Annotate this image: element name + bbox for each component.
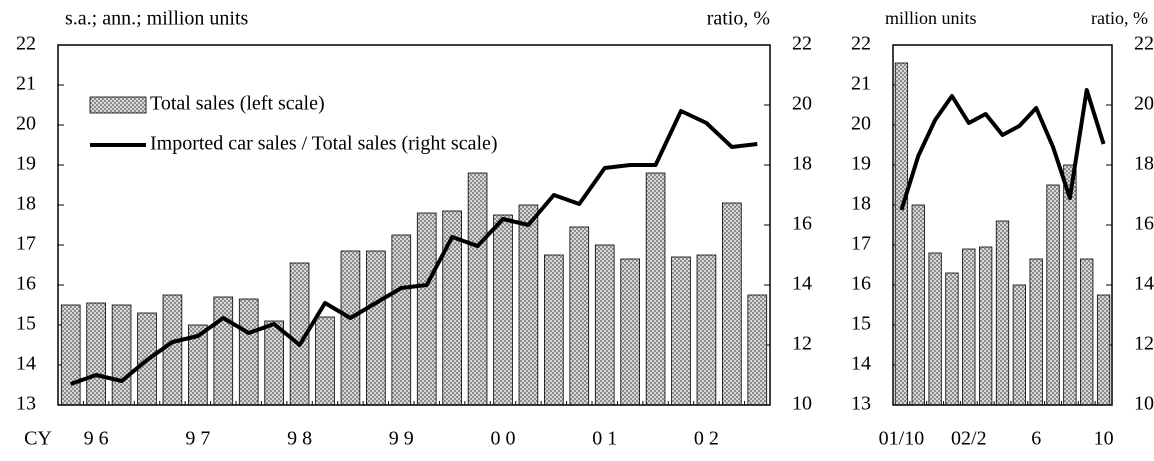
y-tick-label: 20 — [851, 113, 871, 135]
line — [899, 88, 1106, 211]
y2-tick-label: 10 — [1134, 393, 1154, 415]
x-tick-label: 0 1 — [592, 428, 617, 450]
y-tick-label: 17 — [851, 233, 871, 255]
y-tick-label: 15 — [16, 313, 36, 335]
x-tick-label: 0 2 — [694, 428, 719, 450]
bar — [928, 252, 942, 406]
y2-tick-label: 16 — [792, 213, 812, 235]
y2-axis-label: ratio, % — [707, 8, 770, 30]
y-tick-label: 14 — [16, 353, 36, 375]
x-tick-label: 6 — [1031, 428, 1041, 450]
bar — [995, 220, 1010, 406]
y2-tick-label: 18 — [1134, 153, 1154, 175]
y2-tick-label: 22 — [1134, 33, 1154, 55]
y2-tick-label: 10 — [792, 393, 812, 415]
bar — [391, 234, 412, 406]
bar — [366, 250, 386, 406]
bar — [1080, 258, 1094, 406]
legend-label: Imported car sales / Total sales (right … — [150, 133, 498, 155]
bar — [213, 296, 234, 406]
y2-tick-label: 18 — [792, 153, 812, 175]
line — [70, 109, 758, 386]
y-tick-label: 22 — [16, 33, 36, 55]
y2-tick-label: 22 — [792, 33, 812, 55]
y-axis-label: million units — [885, 8, 977, 28]
bar — [645, 172, 666, 406]
bar — [518, 204, 539, 406]
y2-axis-label: ratio, % — [1091, 8, 1148, 28]
y2-tick-label: 14 — [792, 273, 812, 295]
y-tick-label: 17 — [16, 233, 36, 255]
plot-frame — [892, 44, 1113, 406]
bar — [945, 272, 959, 406]
bar — [569, 226, 590, 406]
x-tick-label: 9 7 — [185, 428, 210, 450]
y2-tick-label: 14 — [1134, 273, 1154, 295]
y-tick-label: 14 — [851, 353, 871, 375]
x-tick-label: 9 6 — [84, 428, 109, 450]
bar — [620, 258, 640, 406]
y-tick-label: 13 — [16, 393, 36, 415]
y-tick-label: 20 — [16, 113, 36, 135]
bar — [1063, 164, 1077, 406]
y-tick-label: 21 — [851, 73, 871, 95]
y2-tick-label: 12 — [792, 333, 812, 355]
x-tick-label: 0 0 — [491, 428, 516, 450]
bar — [722, 202, 742, 406]
x-tick-label: 10 — [1094, 428, 1114, 450]
y-tick-label: 16 — [16, 273, 36, 295]
y2-tick-label: 20 — [1134, 93, 1154, 115]
bar — [264, 320, 284, 406]
plot-frame — [57, 44, 771, 406]
y2-tick-label: 12 — [1134, 333, 1154, 355]
bar — [671, 256, 691, 406]
bar — [340, 250, 361, 406]
bar — [1046, 184, 1060, 406]
x-axis-label: CY — [24, 428, 52, 450]
bar — [894, 62, 909, 406]
y-tick-label: 18 — [16, 193, 36, 215]
y-tick-label: 13 — [851, 393, 871, 415]
bar — [86, 302, 106, 406]
legend-swatch — [89, 96, 147, 114]
bar — [416, 212, 437, 406]
y-tick-label: 19 — [16, 153, 36, 175]
bar — [493, 214, 513, 406]
bar — [60, 304, 81, 406]
x-tick-label: 02/2 — [951, 428, 987, 450]
y-tick-label: 18 — [851, 193, 871, 215]
bar — [544, 254, 564, 406]
y-tick-label: 21 — [16, 73, 36, 95]
bar — [467, 172, 488, 406]
y-tick-label: 22 — [851, 33, 871, 55]
x-tick-label: 9 9 — [389, 428, 414, 450]
bar — [696, 254, 717, 406]
bar — [911, 204, 925, 406]
y-tick-label: 19 — [851, 153, 871, 175]
bar — [111, 304, 132, 406]
bar — [979, 246, 993, 406]
bar — [162, 294, 183, 406]
bar — [315, 316, 335, 406]
x-tick-label: 9 8 — [287, 428, 312, 450]
x-tick-label: 01/10 — [879, 428, 925, 450]
legend-label: Total sales (left scale) — [150, 93, 325, 115]
bar — [238, 298, 259, 406]
bar — [747, 294, 768, 406]
bar — [1012, 284, 1026, 406]
y2-tick-label: 20 — [792, 93, 812, 115]
y-tick-label: 16 — [851, 273, 871, 295]
bar — [594, 244, 615, 406]
y-axis-label: s.a.; ann.; million units — [65, 8, 249, 30]
bar — [1096, 294, 1111, 406]
y2-tick-label: 16 — [1134, 213, 1154, 235]
y-tick-label: 15 — [851, 313, 871, 335]
bar — [1029, 258, 1043, 406]
bar — [962, 248, 976, 406]
